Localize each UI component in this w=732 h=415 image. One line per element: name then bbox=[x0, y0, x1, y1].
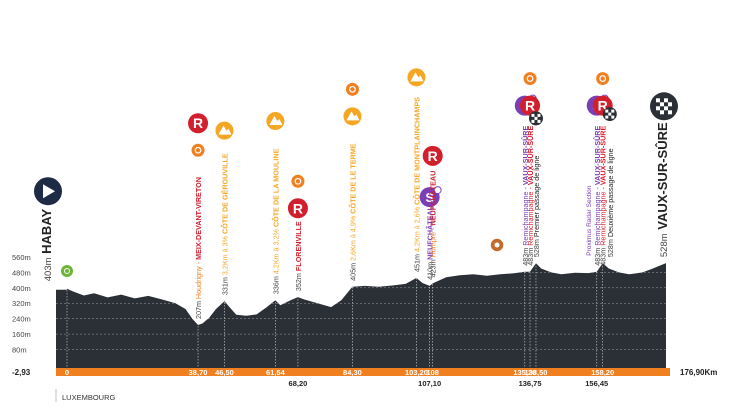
svg-text:R: R bbox=[193, 115, 203, 131]
km-marker-label: 135,20 bbox=[513, 368, 536, 377]
zero-waste-icon bbox=[61, 265, 73, 277]
start-icon bbox=[34, 177, 62, 206]
km-marker-label: 61,54 bbox=[266, 368, 286, 377]
climb-icon bbox=[215, 121, 234, 140]
country-label: LUXEMBOURG bbox=[62, 393, 116, 402]
refuel-icon: R bbox=[188, 113, 209, 134]
feed-icon bbox=[596, 72, 610, 86]
y-tick-label: 560m bbox=[12, 253, 31, 262]
km-marker-label: 107,10 bbox=[418, 379, 441, 388]
donut-icon bbox=[489, 237, 505, 253]
km-marker-label: 156,45 bbox=[585, 379, 608, 388]
waypoint-label: 528m Premier passage de ligne bbox=[532, 156, 541, 258]
svg-text:R: R bbox=[525, 98, 535, 114]
profile-lead-in bbox=[56, 289, 67, 368]
sprint-icon: S bbox=[419, 186, 442, 208]
radar-section-label: Proximus Radar Section bbox=[586, 185, 593, 255]
y-tick-label: 160m bbox=[12, 330, 31, 339]
waypoint-label: 403m HABAY bbox=[39, 208, 54, 281]
km-marker-label: 68,20 bbox=[289, 379, 308, 388]
km-marker-label: 103,20 bbox=[405, 368, 428, 377]
svg-text:S: S bbox=[425, 190, 434, 205]
svg-text:R: R bbox=[293, 200, 303, 216]
elevation-profile bbox=[67, 263, 666, 368]
km-marker-label: 138,50 bbox=[524, 368, 547, 377]
km-marker-label: 84,30 bbox=[343, 368, 362, 377]
waypoint-label: 483m Remichampagne - VAUX-SUR-SÛRE bbox=[521, 126, 530, 266]
y-tick-label: 320m bbox=[12, 299, 31, 308]
y-tick-label: 240m bbox=[12, 315, 31, 324]
passage-icon bbox=[528, 111, 543, 126]
y-tick-label: 80m bbox=[12, 346, 27, 355]
km-marker-label: 136,75 bbox=[519, 379, 542, 388]
refuel-icon: R bbox=[422, 145, 443, 166]
feed-icon bbox=[291, 174, 305, 188]
km-marker-label: 158,20 bbox=[591, 368, 614, 377]
y-tick-label: 480m bbox=[12, 268, 31, 277]
waypoint-label: 483m Remichampagne - VAUX-SUR-SÛRE bbox=[526, 126, 535, 266]
refuel-icon: R bbox=[520, 95, 541, 116]
waypoint-label: 336m 4,2Km à 3,2% CÔTE DE LA MOULINE bbox=[271, 148, 280, 294]
waypoint-label: 331m 3,2Km à 3% CÔTE DE GÉROUVILLE bbox=[220, 153, 229, 295]
x-start-label: -2,93 bbox=[12, 368, 31, 377]
waypoint-label: 451m 4,2Km à 2,6% CÔTE DE MONTPLAINCHAMP… bbox=[412, 97, 421, 272]
waypoint-label: 528m VAUX-SUR-SÛRE bbox=[655, 122, 670, 257]
waypoint-label: 410m NEUFCHÂTEAU bbox=[426, 205, 435, 280]
waypoint-label: 483m Remichampagne - VAUX-SUR-SÛRE bbox=[599, 126, 608, 266]
feed-icon bbox=[523, 72, 537, 86]
km-ribbon bbox=[56, 368, 670, 376]
waypoint-label: 483m Remichampagne - VAUX-SUR-SÛRE bbox=[593, 126, 602, 266]
passage-icon bbox=[602, 107, 617, 122]
km-marker-label: 38,70 bbox=[189, 368, 208, 377]
climb-icon bbox=[407, 68, 426, 87]
feed-icon bbox=[191, 143, 205, 157]
feed-icon bbox=[345, 82, 359, 96]
waypoint-label: 405m 2,6Km à 4,9% CÔTE DE LE TERME bbox=[348, 143, 357, 281]
y-tick-label: 400m bbox=[12, 284, 31, 293]
km-marker-label: 0 bbox=[65, 368, 69, 377]
x-end-label: 176,90Km bbox=[680, 368, 717, 377]
km-marker-label: 46,50 bbox=[215, 368, 234, 377]
svg-text:R: R bbox=[598, 98, 608, 114]
finish-icon bbox=[650, 92, 678, 121]
waypoint-label: 352m FLORENVILLE bbox=[294, 221, 303, 291]
climb-icon bbox=[266, 112, 285, 131]
climb-icon bbox=[343, 107, 362, 126]
svg-text:R: R bbox=[428, 148, 438, 164]
refuel-icon: R bbox=[287, 198, 308, 219]
waypoint-label: 528m Deuxième passage de ligne bbox=[606, 148, 615, 257]
km-marker-label: 108 bbox=[426, 368, 439, 377]
waypoint-label: 423m Hompré - NEUFCHÂTEAU bbox=[429, 171, 438, 278]
waypoint-label: 207m Houdrigny - MEIX-DEVANT-VIRETON bbox=[194, 177, 203, 319]
